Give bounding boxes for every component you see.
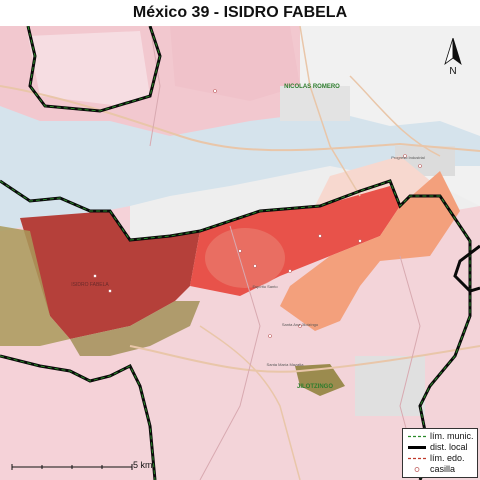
legend-label: lím. munic.: [430, 431, 474, 441]
urban-block: [280, 86, 350, 121]
district-boundary: [27, 26, 161, 112]
district-area: [20, 211, 200, 339]
north-arrow-icon: N: [444, 38, 462, 77]
road: [299, 26, 361, 197]
map-title: México 39 - ISIDRO FABELA: [132, 4, 348, 21]
circle-marker-icon: [414, 467, 420, 472]
north-arrow-shape: [444, 38, 454, 66]
municipality-boundary: [199, 225, 261, 480]
dashed-green-line-icon: [408, 435, 426, 438]
district-boundary: [0, 180, 471, 480]
section-area: [280, 171, 460, 331]
legend-item: lím. munic.: [403, 431, 479, 442]
road: [129, 345, 480, 373]
scale-bar: [11, 464, 133, 470]
legend-label: casilla: [430, 464, 456, 474]
municipality-area: [28, 31, 150, 106]
place-label: NICOLAS ROMERO: [284, 84, 340, 90]
scale-label: 5 km: [133, 460, 153, 470]
place-label: Progreso Industrial: [391, 155, 425, 160]
place-label: Espíritu Santo: [252, 284, 278, 289]
road: [0, 85, 480, 152]
municipality-area: [170, 26, 300, 101]
dashed-red-line-icon: [408, 457, 426, 460]
urban-block: [355, 356, 425, 416]
north-arrow-letter: N: [449, 66, 456, 77]
map-legend: lím. munic. dist. local lím. edo. casill…: [402, 428, 478, 478]
legend-label: dist. local: [430, 442, 468, 452]
district-boundary: [453, 244, 480, 293]
road: [199, 325, 301, 480]
place-label: Santa Ana Jilotzingo: [282, 322, 319, 327]
legend-label: lím. edo.: [430, 453, 465, 463]
thick-black-line-icon: [408, 446, 426, 449]
district-boundary: [0, 355, 156, 480]
place-label: ISIDRO FABELA: [71, 282, 109, 288]
map-canvas[interactable]: NICOLAS ROMERO JILOTZINGO ISIDRO FABELA …: [0, 26, 480, 480]
olive-area: [295, 364, 345, 396]
casilla-markers: [93, 89, 422, 338]
legend-item: casilla: [403, 464, 479, 475]
legend-item: dist. local: [403, 442, 479, 453]
water-body: [0, 106, 480, 231]
olive-area: [70, 301, 200, 356]
olive-area: [0, 226, 70, 346]
legend-item: lím. edo.: [403, 453, 479, 464]
north-arrow-shape: [452, 38, 462, 66]
place-label: Santa María Mazatla: [267, 362, 305, 367]
section-highlight: [205, 228, 285, 288]
municipality-boundary: [149, 26, 161, 147]
place-label: JILOTZINGO: [297, 384, 333, 390]
road: [349, 75, 441, 157]
